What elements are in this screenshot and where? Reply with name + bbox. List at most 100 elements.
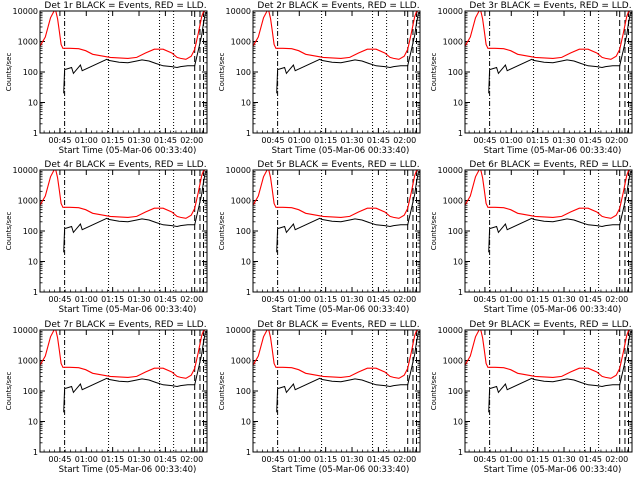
panel-det-8r: Det 8r BLACK = Events, RED = LLD. Counts/…: [218, 320, 421, 475]
x-tick-label: 01:45: [579, 136, 602, 145]
x-tick-label: 01:30: [127, 295, 150, 304]
y-tick-label: 1: [458, 129, 463, 138]
events-series-line: [488, 171, 632, 253]
x-tick-label: 01:30: [340, 136, 363, 145]
x-tick-label: 00:45: [48, 455, 71, 464]
x-axis-label: Start Time (05-Mar-06 00:33:40): [59, 305, 197, 315]
plot-frame: [464, 10, 633, 134]
events-series-line: [488, 12, 632, 94]
lld-series-line: [40, 11, 207, 60]
x-tick-label: 01:00: [500, 295, 523, 304]
plot-frame: [39, 329, 208, 453]
y-axis-label: Counts/sec: [430, 53, 438, 92]
x-tick-label: 02:00: [393, 295, 416, 304]
x-tick-label: 01:30: [127, 136, 150, 145]
x-tick-label: 01:30: [552, 455, 575, 464]
lld-series-line: [40, 330, 207, 379]
x-tick-label: 00:45: [261, 455, 284, 464]
x-tick-label: 00:45: [48, 295, 71, 304]
panel-det-1r: Det 1r BLACK = Events, RED = LLD. Counts/…: [5, 1, 208, 156]
y-tick-label: 100: [448, 227, 463, 236]
y-axis-label: Counts/sec: [218, 212, 226, 251]
x-axis-label: Start Time (05-Mar-06 00:33:40): [272, 146, 410, 156]
y-tick-label: 10: [28, 418, 38, 427]
x-tick-label: 02:00: [180, 295, 203, 304]
plot-frame: [39, 169, 208, 293]
x-tick-label: 02:00: [605, 455, 628, 464]
events-series-line: [63, 12, 207, 94]
y-tick-label: 100: [448, 68, 463, 77]
x-tick-label: 01:00: [288, 295, 311, 304]
x-tick-label: 01:15: [526, 136, 549, 145]
y-tick-label: 1000: [18, 357, 38, 366]
events-series-line: [276, 171, 420, 253]
plot-area: [253, 170, 420, 253]
y-tick-label: 100: [448, 387, 463, 396]
y-tick-label: 10: [453, 99, 463, 108]
x-tick-label: 01:15: [101, 295, 124, 304]
lld-series-line: [253, 330, 420, 379]
y-tick-label: 1000: [443, 357, 463, 366]
x-tick-label: 01:45: [154, 295, 177, 304]
lld-series-line: [465, 170, 632, 219]
x-tick-label: 02:00: [393, 455, 416, 464]
lld-series-line: [465, 11, 632, 60]
plot-area: [465, 11, 632, 94]
x-tick-label: 01:00: [500, 455, 523, 464]
x-tick-label: 01:45: [579, 295, 602, 304]
x-axis-label: Start Time (05-Mar-06 00:33:40): [59, 465, 197, 475]
x-tick-label: 01:45: [367, 295, 390, 304]
events-series-line: [276, 12, 420, 94]
y-axis-label: Counts/sec: [5, 53, 13, 92]
y-tick-label: 10: [28, 258, 38, 267]
panel-title: Det 2r BLACK = Events, RED = LLD.: [257, 1, 419, 11]
x-tick-label: 01:00: [75, 136, 98, 145]
plot-area: [465, 170, 632, 253]
y-tick-label: 1000: [443, 38, 463, 47]
panel-title: Det 4r BLACK = Events, RED = LLD.: [44, 160, 206, 170]
y-tick-label: 1: [33, 448, 38, 457]
x-tick-label: 01:00: [288, 136, 311, 145]
x-tick-label: 00:45: [261, 295, 284, 304]
x-tick-label: 01:15: [314, 136, 337, 145]
events-series-line: [63, 331, 207, 413]
x-tick-label: 01:30: [127, 455, 150, 464]
y-tick-label: 100: [23, 68, 38, 77]
plot-frame: [252, 329, 421, 453]
y-tick-label: 1000: [231, 38, 251, 47]
panel-det-7r: Det 7r BLACK = Events, RED = LLD. Counts/…: [5, 320, 208, 475]
x-tick-label: 01:15: [314, 455, 337, 464]
lld-series-line: [465, 330, 632, 379]
y-tick-label: 100: [236, 387, 251, 396]
x-tick-label: 00:45: [473, 455, 496, 464]
x-tick-label: 01:45: [367, 455, 390, 464]
x-tick-label: 00:45: [473, 136, 496, 145]
y-tick-label: 1: [246, 129, 251, 138]
plot-area: [253, 11, 420, 94]
y-tick-label: 10: [453, 258, 463, 267]
y-tick-label: 10000: [438, 7, 463, 16]
panel-title: Det 8r BLACK = Events, RED = LLD.: [257, 320, 419, 330]
x-tick-label: 02:00: [393, 136, 416, 145]
x-axis-label: Start Time (05-Mar-06 00:33:40): [272, 305, 410, 315]
y-tick-label: 1000: [18, 197, 38, 206]
y-tick-label: 10000: [438, 326, 463, 335]
y-tick-label: 1: [246, 288, 251, 297]
x-tick-label: 01:30: [552, 136, 575, 145]
plot-area: [40, 330, 207, 413]
x-tick-label: 01:15: [101, 136, 124, 145]
y-tick-label: 100: [236, 68, 251, 77]
panel-title: Det 7r BLACK = Events, RED = LLD.: [44, 320, 206, 330]
y-tick-label: 10: [241, 99, 251, 108]
x-tick-label: 02:00: [605, 295, 628, 304]
panel-det-3r: Det 3r BLACK = Events, RED = LLD. Counts/…: [430, 1, 633, 156]
x-tick-label: 01:45: [154, 136, 177, 145]
x-tick-label: 02:00: [605, 136, 628, 145]
y-tick-label: 100: [23, 227, 38, 236]
plot-area: [253, 330, 420, 413]
panel-det-2r: Det 2r BLACK = Events, RED = LLD. Counts/…: [218, 1, 421, 156]
plot-area: [465, 330, 632, 413]
panel-title: Det 6r BLACK = Events, RED = LLD.: [469, 160, 631, 170]
x-tick-label: 01:15: [101, 455, 124, 464]
